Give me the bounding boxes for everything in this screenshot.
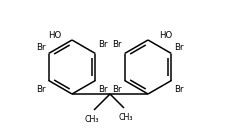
Text: Br: Br xyxy=(98,39,108,49)
Text: Br: Br xyxy=(36,85,46,94)
Text: Br: Br xyxy=(112,85,122,94)
Text: HO: HO xyxy=(159,30,172,39)
Text: Br: Br xyxy=(98,85,108,94)
Text: Br: Br xyxy=(36,43,46,52)
Text: CH₃: CH₃ xyxy=(85,115,99,124)
Text: Br: Br xyxy=(174,85,184,94)
Text: Br: Br xyxy=(112,39,122,49)
Text: HO: HO xyxy=(48,30,61,39)
Text: CH₃: CH₃ xyxy=(119,113,133,122)
Text: Br: Br xyxy=(174,43,184,52)
